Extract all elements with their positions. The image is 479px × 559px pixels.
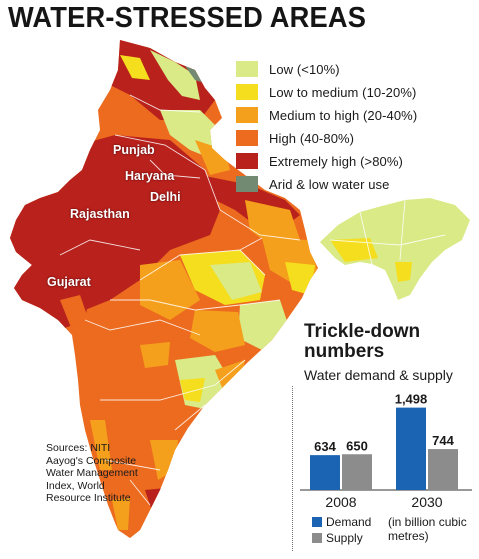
chart-legend-swatch-supply	[312, 533, 322, 543]
category-label-2008: 2008	[325, 494, 356, 510]
value-label-demand-2008: 634	[314, 439, 336, 454]
state-label-gujarat: Gujarat	[47, 275, 91, 289]
chart-legend-label-demand: Demand	[326, 515, 371, 529]
legend-label-medium-to-high: Medium to high (20-40%)	[269, 108, 417, 123]
value-label-supply-2008: 650	[346, 438, 368, 453]
legend-swatch-high	[236, 130, 258, 146]
legend-swatch-low	[236, 61, 258, 77]
legend-label-low: Low (<10%)	[269, 62, 340, 77]
legend-swatch-low-to-medium	[236, 84, 258, 100]
legend-label-low-to-medium: Low to medium (10-20%)	[269, 85, 416, 100]
inset-subtitle: Water demand & supply	[304, 367, 453, 383]
chart-legend-demand: Demand	[312, 515, 371, 529]
bar-demand-2030	[396, 408, 426, 490]
map-title: WATER-STRESSED AREAS	[8, 2, 366, 35]
legend-item-medium-to-high: Medium to high (20-40%)	[236, 106, 417, 124]
legend-item-low: Low (<10%)	[236, 60, 340, 78]
legend-item-low-to-medium: Low to medium (10-20%)	[236, 83, 416, 101]
legend-swatch-medium-to-high	[236, 107, 258, 123]
bar-supply-2008	[342, 454, 372, 490]
legend-label-extremely-high: Extremely high (>80%)	[269, 154, 403, 169]
demand-supply-chart: 634 650 2008 1,498 744 2030	[296, 388, 476, 518]
state-label-haryana: Haryana	[125, 169, 174, 183]
bar-demand-2008	[310, 455, 340, 490]
chart-legend-supply: Supply	[312, 531, 363, 545]
state-label-punjab: Punjab	[113, 143, 155, 157]
state-label-rajasthan: Rajasthan	[70, 207, 130, 221]
chart-legend-swatch-demand	[312, 517, 322, 527]
legend-swatch-extremely-high	[236, 153, 258, 169]
inset-divider	[292, 386, 293, 551]
category-label-2030: 2030	[411, 494, 442, 510]
value-label-demand-2030: 1,498	[395, 392, 428, 407]
legend-item-high: High (40-80%)	[236, 129, 354, 147]
chart-unit-note: (in billion cubic metres)	[388, 515, 479, 543]
state-label-delhi: Delhi	[150, 190, 181, 204]
chart-legend-label-supply: Supply	[326, 531, 363, 545]
value-label-supply-2030: 744	[432, 433, 454, 448]
legend-swatch-arid	[236, 176, 258, 192]
legend-item-extremely-high: Extremely high (>80%)	[236, 152, 403, 170]
legend-label-arid: Arid & low water use	[269, 177, 390, 192]
legend-item-arid: Arid & low water use	[236, 175, 390, 193]
inset-title: Trickle-down numbers	[304, 322, 479, 362]
bar-supply-2030	[428, 449, 458, 490]
legend-label-high: High (40-80%)	[269, 131, 354, 146]
sources-note: Sources: NITI Aayog's Composite Water Ma…	[46, 442, 146, 505]
